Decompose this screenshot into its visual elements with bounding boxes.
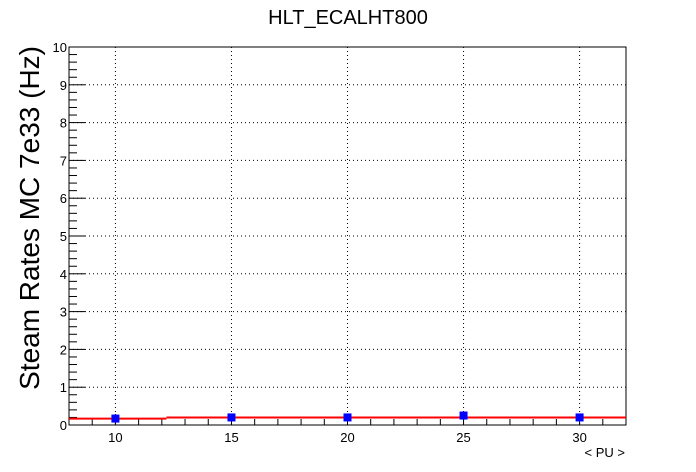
data-point — [459, 411, 468, 420]
tick-labels: 10 15 20 25 30 0 1 2 3 4 5 6 7 8 9 10 — [53, 40, 587, 445]
x-tick-label: 30 — [572, 430, 586, 445]
y-tick-label: 7 — [60, 153, 67, 168]
data-points — [111, 411, 584, 423]
y-tick-label: 8 — [60, 116, 67, 131]
y-tick-label: 5 — [60, 229, 67, 244]
data-point — [227, 413, 236, 422]
data-point — [343, 413, 352, 422]
y-tick-label: 2 — [60, 342, 67, 357]
chart-title: HLT_ECALHT800 — [268, 7, 428, 29]
y-tick-label: 10 — [53, 40, 67, 55]
y-tick-label: 3 — [60, 305, 67, 320]
x-tick-label: 15 — [224, 430, 238, 445]
data-point — [111, 414, 120, 423]
data-point — [575, 413, 584, 422]
y-axis-title: Steam Rates MC 7e33 (Hz) — [14, 46, 45, 390]
y-tick-label: 6 — [60, 191, 67, 206]
y-tick-label: 4 — [60, 267, 67, 282]
grid — [69, 47, 626, 425]
x-tick-label: 20 — [340, 430, 354, 445]
x-tick-label: 10 — [108, 430, 122, 445]
y-tick-label: 0 — [60, 418, 67, 433]
y-tick-label: 1 — [60, 380, 67, 395]
axes — [68, 46, 627, 426]
x-tick-label: 25 — [456, 430, 470, 445]
y-tick-label: 9 — [60, 78, 67, 93]
x-axis-title: < PU > — [585, 445, 625, 460]
